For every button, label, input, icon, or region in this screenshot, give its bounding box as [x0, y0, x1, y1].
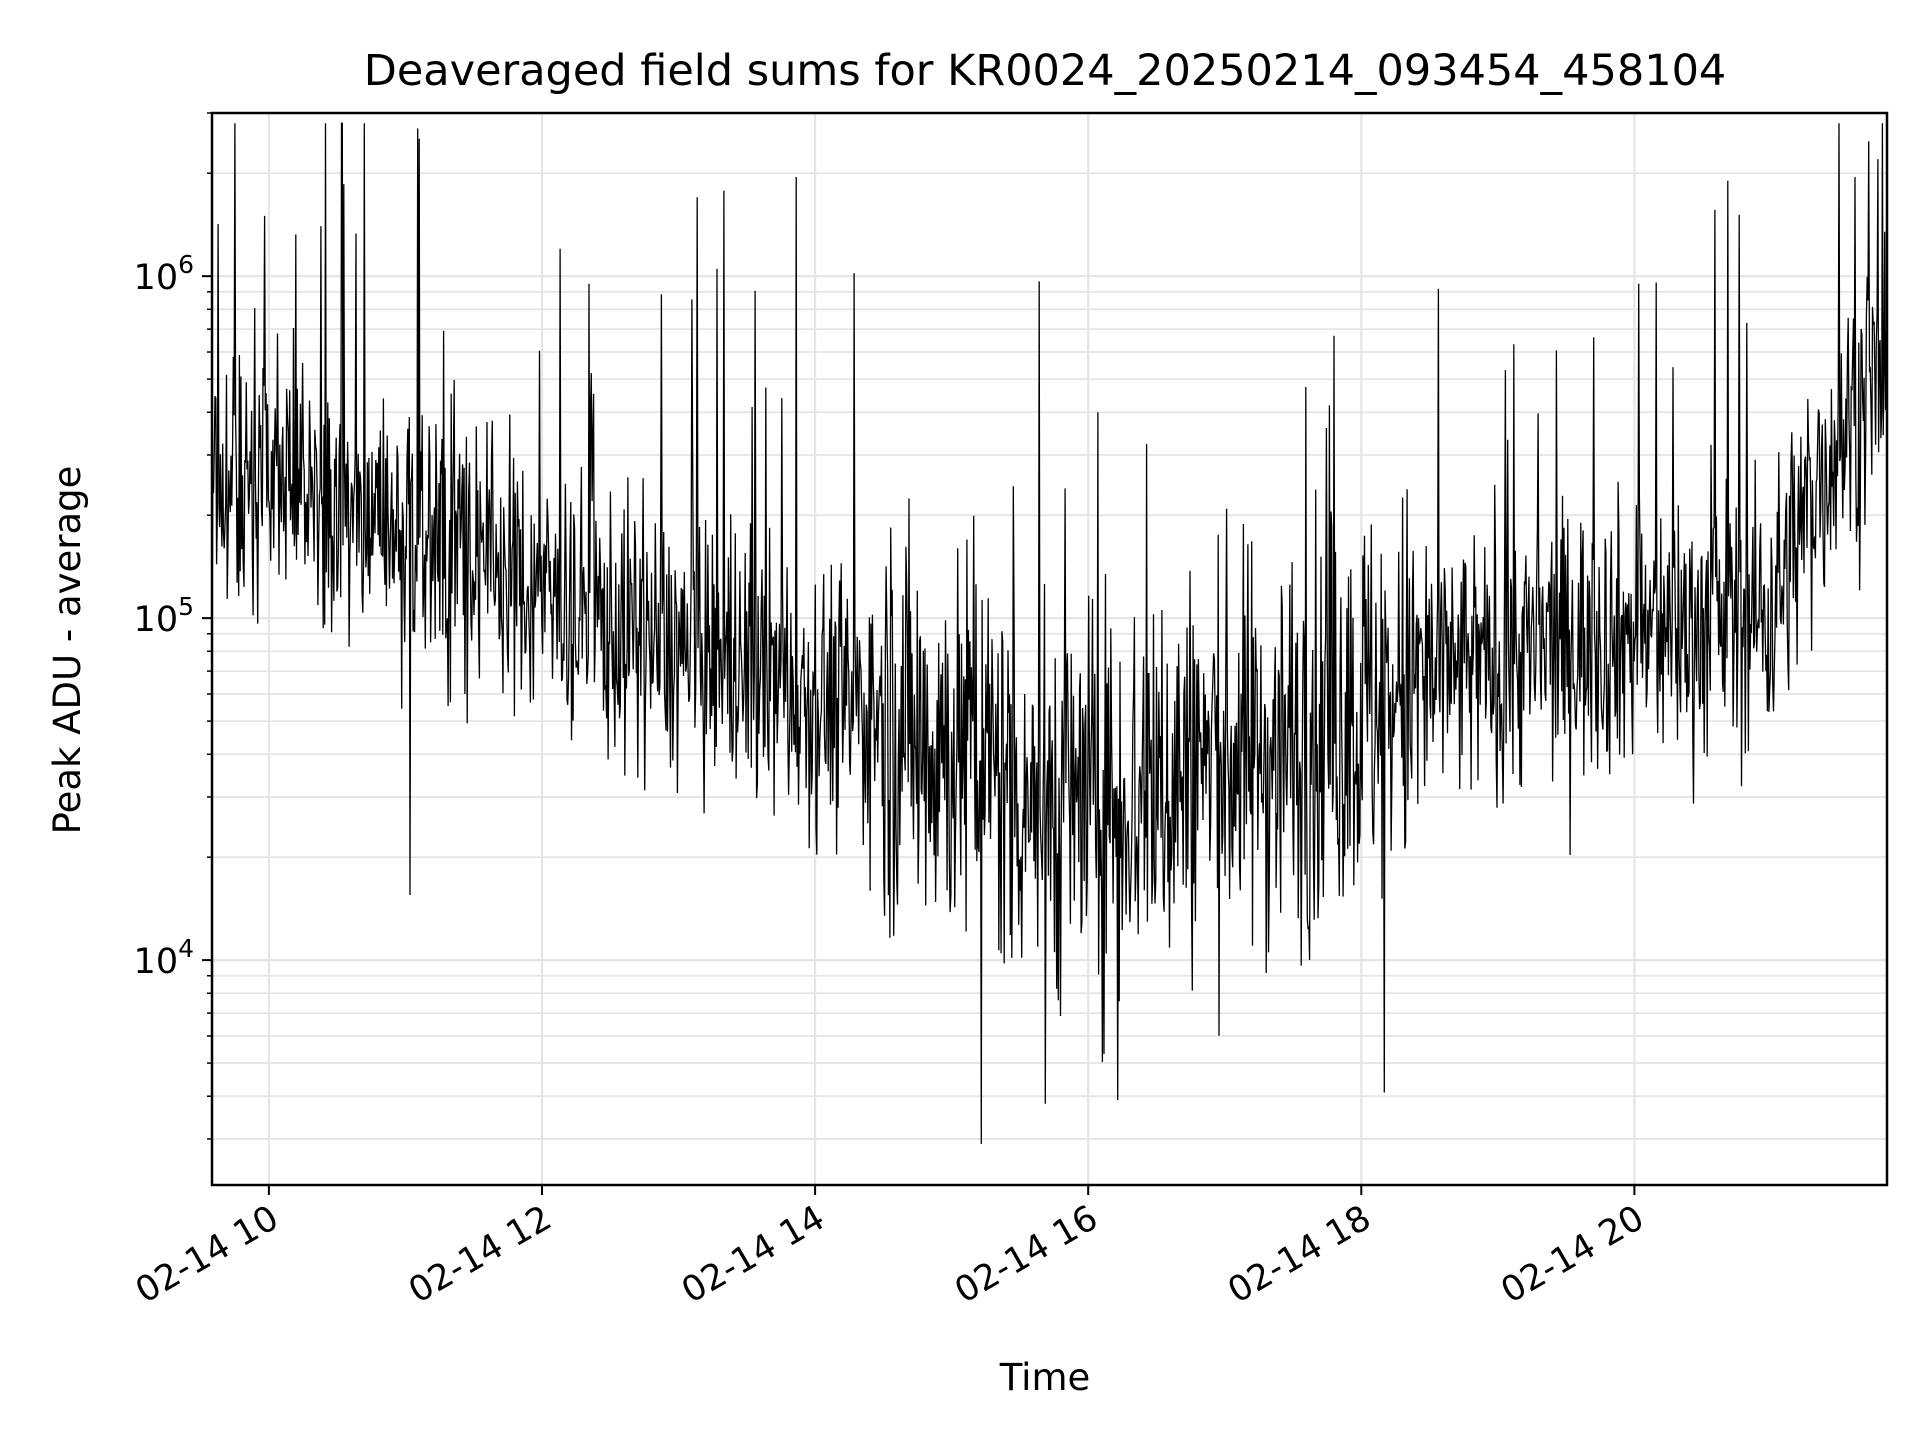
chart-title: Deaveraged field sums for KR0024_2025021…: [364, 46, 1727, 96]
data-layer: [211, 122, 1888, 1145]
plot-frame: [210, 111, 1889, 1187]
y-tick-label: 106: [134, 250, 194, 298]
y-tick-label: 105: [134, 592, 194, 640]
x-axis-label: Time: [999, 1356, 1091, 1399]
y-tick-label: 104: [134, 934, 194, 982]
series-line: [211, 122, 1888, 1145]
y-axis-label: Peak ADU - average: [46, 466, 89, 835]
